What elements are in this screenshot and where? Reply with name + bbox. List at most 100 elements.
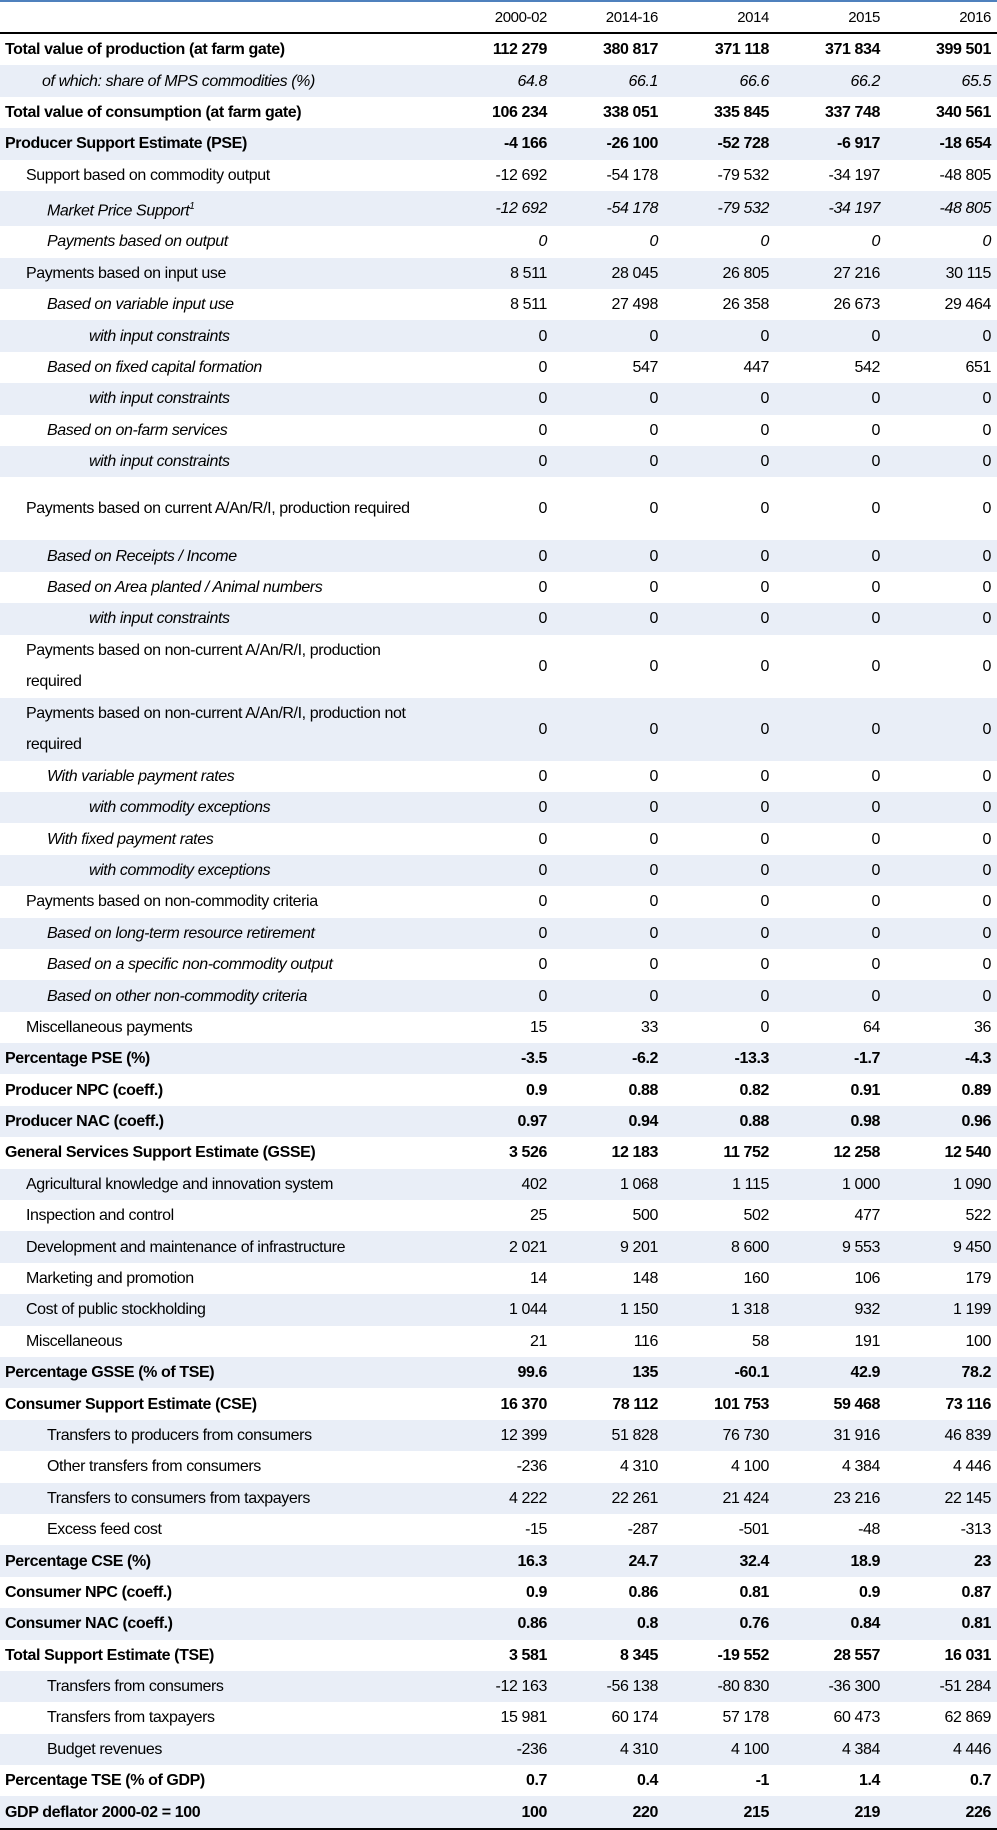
table-row: Consumer Support Estimate (CSE) 16 370 78 … — [0, 1388, 997, 1419]
cell-value: 12 540 — [944, 1144, 991, 1162]
row-label-text: Total value of production (at farm gate) — [5, 41, 285, 59]
row-label: Based on other non-commodity criteria — [0, 980, 442, 1012]
column-header: 2014 — [664, 1, 775, 34]
cell-value: 15 981 — [500, 1709, 547, 1727]
cell-value: 4 100 — [664, 1733, 775, 1766]
table-row: Percentage TSE (% of GDP) 0.7 0.4 -1 1.4 0.7 — [0, 1765, 997, 1796]
row-label: Consumer NPC (coeff.) — [0, 1577, 442, 1608]
row-label-text: Based on on-farm services — [47, 421, 228, 439]
cell-value: 8 511 — [510, 296, 547, 314]
header-row: 2000-02 2014-16 2014 2015 2016 — [0, 1, 997, 34]
cell-value: 0.9 — [525, 1081, 547, 1099]
cell-value: 0 — [760, 893, 770, 911]
cell-value: 0.98 — [775, 1105, 886, 1138]
table-row: Transfers from taxpayers 15 981 60 174 57 1… — [0, 1702, 997, 1733]
cell-value: 0.4 — [636, 1772, 658, 1790]
cell-value: -12 692 — [442, 190, 553, 227]
row-label: Based on variable input use — [0, 289, 442, 320]
row-label-text: Based on long-term resource retirement — [47, 924, 315, 942]
cell-value: 0 — [442, 917, 553, 949]
cell-value: 0.76 — [664, 1608, 775, 1640]
cell-value: 4 384 — [841, 1458, 880, 1476]
cell-value: -52 728 — [664, 128, 775, 160]
row-label-text: with commodity exceptions — [89, 799, 271, 817]
row-label-text: Based on Receipts / Income — [47, 547, 237, 565]
cell-value: 220 — [553, 1796, 664, 1830]
row-label-text: Percentage PSE (%) — [5, 1050, 150, 1068]
row-label-text: Based on fixed capital formation — [47, 359, 262, 377]
row-label: with input constraints — [0, 320, 442, 352]
row-label: Payments based on non-commodity criteria — [0, 886, 442, 917]
cell-value: 0 — [982, 830, 992, 848]
cell-value: 0 — [649, 421, 659, 439]
row-label: Total Support Estimate (TSE) — [0, 1640, 442, 1671]
cell-value: 0 — [442, 791, 553, 824]
table-row: Marketing and promotion 14 148 160 106 179 — [0, 1263, 997, 1294]
cell-value: -26 100 — [553, 128, 664, 160]
row-label-text: Consumer Support Estimate (CSE) — [5, 1395, 257, 1413]
row-label: Agricultural knowledge and innovation sy… — [0, 1168, 442, 1201]
cell-value: -36 300 — [775, 1670, 886, 1703]
cell-value: 0 — [886, 446, 997, 478]
cell-value: 59 468 — [833, 1395, 880, 1413]
table-row: Based on Receipts / Income 0 0 0 0 0 — [0, 540, 997, 572]
cell-value: -13.3 — [664, 1043, 775, 1075]
cell-value: 0 — [649, 578, 659, 596]
row-label: of which: share of MPS commodities (%) — [0, 65, 442, 97]
row-label: Based on long-term resource retirement — [0, 917, 442, 949]
cell-value: 1 115 — [664, 1168, 775, 1201]
cell-value: 215 — [664, 1796, 775, 1830]
cell-value: 148 — [632, 1270, 659, 1288]
cell-value: 22 145 — [886, 1482, 997, 1514]
cell-value: 0 — [760, 421, 770, 439]
cell-value: 0 — [664, 854, 775, 887]
cell-value: 399 501 — [935, 41, 991, 59]
cell-value: 337 748 — [824, 103, 880, 121]
row-label: Transfers from consumers — [0, 1670, 442, 1703]
row-label: with commodity exceptions — [0, 791, 442, 824]
cell-value: 0 — [775, 980, 886, 1012]
cell-value: 0 — [886, 603, 997, 635]
cell-value: 0 — [886, 791, 997, 824]
cell-value: 64.8 — [442, 65, 553, 97]
cell-value: 0 — [982, 578, 992, 596]
table-row: Transfers to producers from consumers 12 … — [0, 1419, 997, 1452]
row-label: Percentage PSE (%) — [0, 1043, 442, 1075]
cell-value: 16.3 — [442, 1545, 553, 1577]
cell-value: 0 — [664, 320, 775, 352]
table-row: Payments based on output 0 0 0 0 0 — [0, 226, 997, 257]
cell-value: -12 163 — [442, 1670, 553, 1703]
row-label-text: Transfers from consumers — [47, 1678, 224, 1696]
table-row: Development and maintenance of infrastru… — [0, 1231, 997, 1263]
table-row: Based on variable input use 8 511 27 498 26… — [0, 289, 997, 320]
column-header: 2000-02 — [442, 1, 553, 34]
row-label: Producer NAC (coeff.) — [0, 1105, 442, 1138]
cell-value: 0 — [553, 917, 664, 949]
row-label-text: Excess feed cost — [47, 1521, 162, 1539]
cell-value: 0 — [442, 320, 553, 352]
row-label-text: Consumer NPC (coeff.) — [5, 1583, 172, 1601]
cell-value: -12 692 — [495, 166, 548, 184]
cell-value: 0 — [538, 956, 548, 974]
cell-value: 0.86 — [442, 1608, 553, 1640]
cell-value: -236 — [516, 1458, 548, 1476]
row-label-text: Inspection and control — [26, 1207, 174, 1225]
cell-value: 23 — [886, 1545, 997, 1577]
cell-value: 1 090 — [886, 1168, 997, 1201]
row-label: Other transfers from consumers — [0, 1451, 442, 1482]
row-label-text: General Services Support Estimate (GSSE) — [5, 1144, 316, 1162]
cell-value: -48 805 — [886, 190, 997, 227]
cell-value: 0 — [760, 956, 770, 974]
table-row: Total value of consumption (at farm gate… — [0, 97, 997, 128]
cell-value: -1.7 — [775, 1043, 886, 1075]
row-label-text: Market Price Support — [47, 202, 190, 220]
cell-value: 0.81 — [886, 1608, 997, 1640]
cell-value: 0 — [664, 603, 775, 635]
cell-value: 23 216 — [775, 1482, 886, 1514]
cell-value: 0.89 — [961, 1081, 991, 1099]
cell-value: 0 — [886, 980, 997, 1012]
table-row: Inspection and control 25 500 502 477 522 — [0, 1200, 997, 1231]
cell-value: 26 673 — [833, 296, 880, 314]
cell-value: 58 — [752, 1332, 769, 1350]
